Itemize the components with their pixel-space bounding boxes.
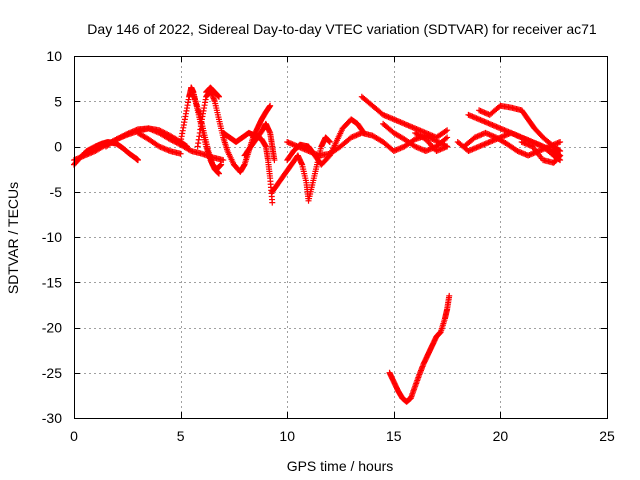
data-point	[444, 134, 451, 141]
data-point	[118, 133, 125, 140]
series-track	[476, 102, 564, 155]
x-axis-label: GPS time / hours	[287, 458, 394, 474]
data-point	[170, 138, 177, 145]
x-tick-label: 20	[493, 428, 509, 444]
data-point	[442, 128, 449, 135]
series-track	[386, 292, 453, 405]
data-point	[117, 134, 124, 141]
data-point	[267, 102, 274, 109]
series-track	[241, 120, 278, 164]
data-point	[218, 161, 225, 168]
series-track	[284, 116, 367, 168]
series-track	[358, 93, 451, 141]
data-point	[410, 137, 417, 144]
y-tick-label: -5	[50, 184, 63, 200]
data-point	[174, 140, 181, 147]
data-point	[442, 135, 449, 142]
y-tick-label: -15	[42, 274, 62, 290]
data-points	[71, 84, 564, 405]
series-track	[203, 84, 222, 100]
data-point	[557, 138, 564, 145]
data-point	[120, 132, 127, 139]
series-track	[412, 129, 451, 155]
y-tick-label: 5	[54, 93, 62, 109]
data-point	[186, 147, 193, 154]
x-tick-label: 15	[386, 428, 402, 444]
y-tick-label: 0	[54, 139, 62, 155]
data-point	[444, 143, 451, 150]
x-tick-label: 10	[279, 428, 295, 444]
series-track	[134, 129, 184, 157]
plot-frame	[74, 56, 608, 419]
series-track	[220, 129, 276, 206]
data-point	[173, 139, 180, 146]
y-tick-label: 10	[46, 48, 62, 64]
data-point	[122, 131, 129, 138]
data-point	[215, 93, 222, 100]
data-point	[113, 136, 120, 143]
data-point	[496, 103, 503, 110]
data-point	[556, 153, 563, 160]
data-point	[360, 128, 367, 135]
y-tick-label: -30	[42, 410, 62, 426]
data-point	[134, 157, 141, 164]
x-tick-label: 25	[599, 428, 615, 444]
y-axis-label: SDTVAR / TECUs	[5, 182, 21, 294]
data-point	[271, 157, 278, 164]
data-point	[557, 152, 564, 159]
y-tick-labels: 10 5 0 -5 -10 -15 -20 -25 -30	[42, 48, 62, 426]
x-tick-label: 0	[70, 428, 78, 444]
data-point	[172, 138, 179, 145]
data-point	[177, 150, 184, 157]
data-point	[169, 137, 176, 144]
series-track	[518, 138, 564, 166]
data-point	[166, 136, 173, 143]
series-track	[188, 84, 225, 173]
x-tick-labels: 0 5 10 15 20 25	[70, 428, 615, 444]
data-point	[220, 157, 227, 164]
data-point	[168, 136, 175, 143]
data-point	[446, 292, 453, 299]
y-tick-label: -20	[42, 320, 62, 336]
data-point	[444, 127, 451, 134]
y-tick-label: -10	[42, 229, 62, 245]
data-point	[326, 138, 333, 145]
series-track	[269, 134, 333, 204]
data-point	[116, 134, 123, 141]
data-point	[121, 132, 128, 139]
data-point	[215, 170, 222, 177]
series-track	[102, 125, 227, 164]
series-track	[71, 138, 141, 168]
data-point	[269, 199, 276, 206]
x-tick-label: 5	[177, 428, 185, 444]
series-track	[380, 120, 451, 155]
y-tick-label: -25	[42, 365, 62, 381]
chart-title: Day 146 of 2022, Sidereal Day-to-day VTE…	[87, 21, 597, 37]
data-point	[114, 135, 121, 142]
data-point	[360, 129, 367, 136]
